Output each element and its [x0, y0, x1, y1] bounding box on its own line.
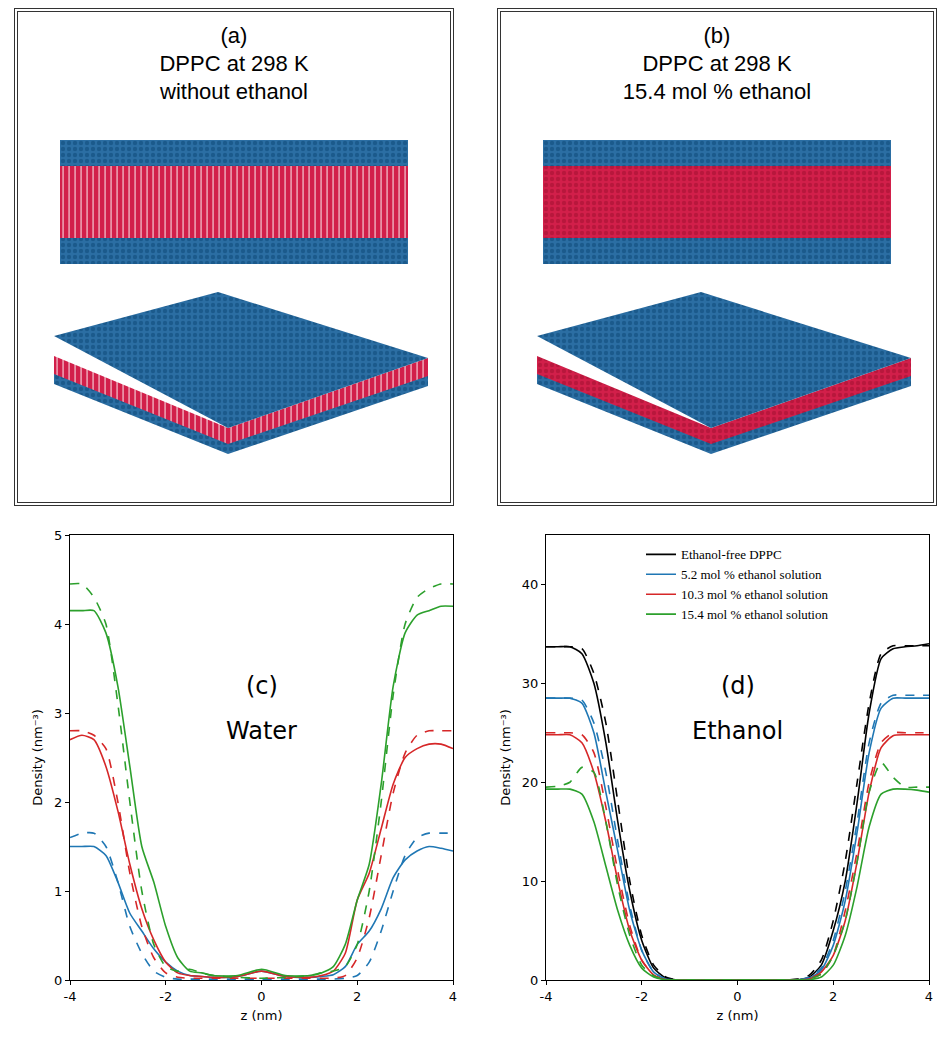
svg-text:5: 5 [54, 528, 62, 543]
svg-text:-4: -4 [540, 989, 553, 1004]
svg-text:4: 4 [925, 989, 933, 1004]
svg-text:4: 4 [54, 617, 62, 632]
html-text:DPPC at 298 K: DPPC at 298 K [642, 51, 792, 76]
svg-text:10: 10 [522, 874, 539, 889]
svg-text:(d): (d) [721, 672, 755, 700]
svg-text:2: 2 [54, 795, 62, 810]
svg-text:2: 2 [829, 989, 837, 1004]
svg-text:15.4 mol % ethanol solution: 15.4 mol % ethanol solution [681, 607, 828, 622]
svg-text:5.2 mol % ethanol solution: 5.2 mol % ethanol solution [681, 567, 822, 582]
svg-text:Ethanol: Ethanol [692, 717, 783, 745]
svg-text:-2: -2 [159, 989, 172, 1004]
svg-text:40: 40 [522, 577, 539, 592]
html-text:(b): (b) [703, 23, 731, 48]
svg-text:z (nm): z (nm) [240, 1008, 282, 1023]
svg-text:0: 0 [257, 989, 265, 1004]
svg-text:-2: -2 [635, 989, 648, 1004]
svg-text:20: 20 [522, 775, 539, 790]
html-text:DPPC at 298 K: DPPC at 298 K [159, 51, 309, 76]
svg-text:0: 0 [733, 989, 741, 1004]
html-text:without ethanol: without ethanol [160, 79, 308, 104]
svg-text:-4: -4 [64, 989, 77, 1004]
svg-text:0: 0 [54, 973, 62, 988]
html-text:15.4 mol % ethanol: 15.4 mol % ethanol [622, 79, 812, 104]
svg-text:Density (nm⁻³): Density (nm⁻³) [498, 709, 513, 806]
svg-text:Water: Water [226, 717, 297, 745]
svg-text:30: 30 [522, 676, 539, 691]
svg-text:1: 1 [54, 884, 62, 899]
svg-text:3: 3 [54, 706, 62, 721]
svg-text:0: 0 [530, 973, 538, 988]
svg-text:(c): (c) [246, 672, 278, 700]
svg-text:10.3 mol % ethanol solution: 10.3 mol % ethanol solution [681, 587, 828, 602]
svg-text:4: 4 [449, 989, 457, 1004]
svg-text:Ethanol-free DPPC: Ethanol-free DPPC [681, 547, 782, 562]
svg-text:2: 2 [353, 989, 361, 1004]
html-text:(a): (a) [220, 23, 248, 48]
svg-text:Density (nm⁻³): Density (nm⁻³) [30, 709, 45, 806]
svg-text:z (nm): z (nm) [716, 1008, 758, 1023]
